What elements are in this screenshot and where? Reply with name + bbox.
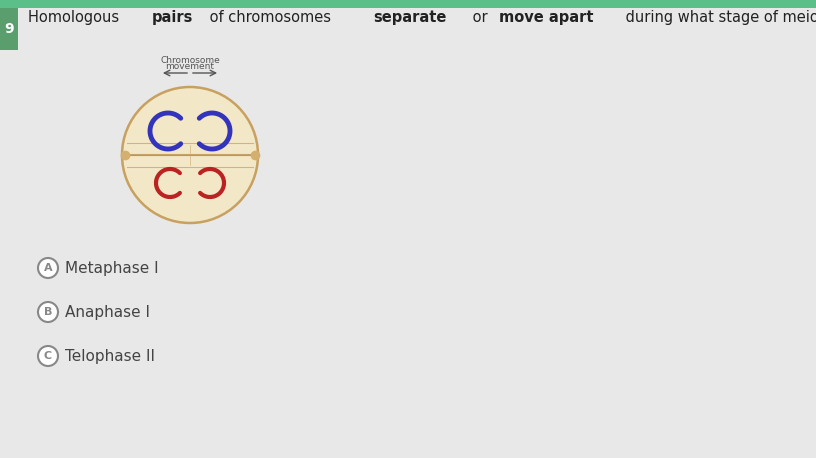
Text: of chromosomes: of chromosomes [205,10,335,25]
Circle shape [38,258,58,278]
Text: C: C [44,351,52,361]
Text: 9: 9 [4,22,14,36]
Text: Homologous: Homologous [28,10,124,25]
Text: move apart: move apart [499,10,594,25]
Circle shape [38,302,58,322]
FancyBboxPatch shape [0,0,816,8]
Text: A: A [44,263,52,273]
Text: Metaphase I: Metaphase I [65,261,158,276]
Text: during what stage of meiosis?: during what stage of meiosis? [622,10,816,25]
Ellipse shape [122,87,258,223]
Text: Anaphase I: Anaphase I [65,305,150,320]
Text: pairs: pairs [152,10,193,25]
Text: B: B [44,307,52,317]
Text: Telophase II: Telophase II [65,349,155,364]
Text: Chromosome: Chromosome [160,56,220,65]
Text: separate: separate [374,10,447,25]
Circle shape [38,346,58,366]
Text: movement: movement [166,62,215,71]
Text: or: or [468,10,492,25]
FancyBboxPatch shape [0,8,18,50]
